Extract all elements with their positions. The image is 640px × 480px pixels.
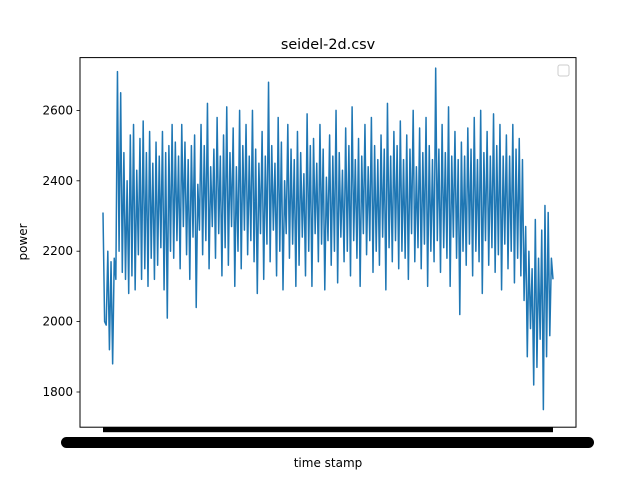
y-tick-label: 1800 <box>42 385 73 399</box>
legend-box <box>557 64 570 77</box>
x-axis <box>61 427 594 448</box>
y-axis-label: power <box>16 223 30 260</box>
y-axis: 1800 2000 2200 2400 2600 <box>42 103 80 399</box>
chart-title: seidel-2d.csv <box>281 37 376 53</box>
y-tick-label: 2200 <box>42 244 73 258</box>
series-layer <box>102 67 554 411</box>
x-tick-labels-overlap <box>61 437 594 448</box>
y-tick-label: 2400 <box>42 174 73 188</box>
y-tick-label: 2600 <box>42 103 73 117</box>
series-line <box>102 67 554 411</box>
x-tick-marks <box>103 427 553 433</box>
x-axis-label: time stamp <box>294 456 363 470</box>
y-tick-label: 2000 <box>42 315 73 329</box>
